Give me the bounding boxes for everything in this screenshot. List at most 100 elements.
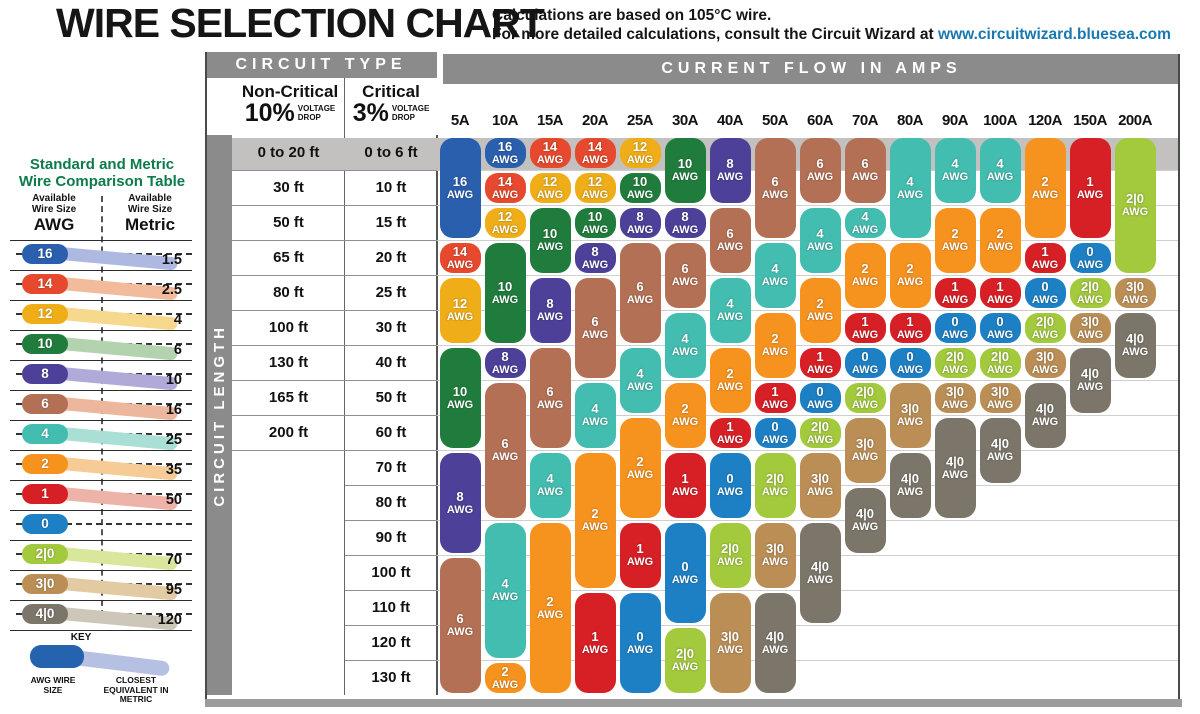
wire-pill-20A-2: 2 AWG — [574, 452, 616, 588]
amp-header-90A: 90A — [941, 112, 969, 129]
wire-pill-90A-3-0: 3|0 AWG — [934, 382, 976, 413]
pill-awg-unit: AWG — [671, 171, 699, 183]
metric-band — [49, 576, 179, 601]
pill-awg-unit: AWG — [941, 363, 969, 376]
pill-awg-unit: AWG — [1121, 346, 1149, 358]
amp-header-40A: 40A — [716, 112, 744, 129]
non-critical-voltage-drop: VOLTAGE DROP — [298, 104, 335, 122]
wire-pill-90A-1: 1 AWG — [934, 277, 976, 308]
wire-pill-25A-1: 1 AWG — [619, 522, 661, 588]
gridline-critical — [345, 240, 437, 241]
awg-size-pill: 4|0 — [22, 604, 68, 624]
pill-gauge-value: 8 — [636, 208, 644, 224]
pill-awg-unit: AWG — [581, 188, 609, 201]
metric-column-header: Available Wire Size Metric — [102, 193, 198, 234]
pill-gauge-value: 4|0 — [810, 558, 830, 574]
pill-gauge-value: 2|0 — [720, 541, 740, 556]
pill-awg-unit: AWG — [1031, 293, 1059, 306]
critical-percent: 3% — [352, 99, 389, 127]
wire-pill-90A-2-0: 2|0 AWG — [934, 347, 976, 378]
pill-gauge-value: 10 — [632, 173, 648, 189]
comparison-row-14: 2.5 14 — [10, 270, 192, 301]
amp-header-10A: 10A — [491, 112, 519, 129]
wire-pill-60A-1: 1 AWG — [799, 347, 841, 378]
awg-size-pill: 4 — [22, 424, 68, 444]
pill-gauge-value: 2|0 — [1125, 191, 1145, 206]
wire-pill-70A-1: 1 AWG — [844, 312, 886, 343]
metric-band — [49, 366, 179, 391]
wire-pill-5A-6: 6 AWG — [439, 557, 481, 693]
non-critical-percent: 10% — [244, 99, 295, 127]
pill-awg-unit: AWG — [1121, 293, 1149, 306]
wire-pill-80A-4-0: 4|0 AWG — [889, 452, 931, 518]
pill-gauge-value: 0 — [636, 628, 644, 644]
pill-awg-unit: AWG — [716, 486, 744, 498]
wire-pill-80A-4: 4 AWG — [889, 137, 931, 238]
pill-gauge-value: 4|0 — [900, 471, 920, 486]
metric-band — [49, 546, 179, 571]
pill-gauge-value: 4 — [996, 156, 1004, 171]
pill-awg-unit: AWG — [491, 451, 519, 463]
pill-awg-unit: AWG — [491, 363, 519, 376]
wire-pill-10A-14: 14 AWG — [484, 172, 526, 203]
wire-pill-70A-6: 6 AWG — [844, 137, 886, 203]
pill-awg-unit: AWG — [761, 276, 789, 288]
pill-gauge-value: 8 — [456, 488, 464, 504]
pill-gauge-value: 8 — [726, 156, 734, 171]
wire-pill-60A-2: 2 AWG — [799, 277, 841, 343]
wire-pill-90A-4: 4 AWG — [934, 137, 976, 203]
amp-header-20A: 20A — [581, 112, 609, 129]
pill-gauge-value: 0 — [816, 383, 824, 399]
wire-pill-30A-2: 2 AWG — [664, 382, 706, 448]
wire-pill-150A-4-0: 4|0 AWG — [1069, 347, 1111, 413]
pill-awg-unit: AWG — [896, 363, 924, 376]
wire-pill-70A-4: 4 AWG — [844, 207, 886, 238]
pill-awg-unit: AWG — [581, 416, 609, 428]
pill-awg-unit: AWG — [1121, 206, 1149, 218]
subtitle-line2-text: For more detailed calculations, consult … — [492, 26, 934, 43]
metric-band — [49, 426, 179, 451]
wire-pill-15A-10: 10 AWG — [529, 207, 571, 273]
wire-pill-90A-0: 0 AWG — [934, 312, 976, 343]
wire-grid: 5A 10A 15A 20A 25A 30A 40A 50A 60A 70A 80A 90A 100A 1… — [205, 52, 1182, 707]
pill-gauge-value: 4 — [951, 156, 959, 171]
pill-gauge-value: 3|0 — [855, 436, 875, 451]
pill-gauge-value: 14 — [587, 138, 603, 154]
pill-gauge-value: 8 — [546, 296, 554, 311]
pill-awg-unit: AWG — [851, 363, 879, 376]
awg-header-text: Available Wire Size — [31, 193, 77, 215]
pill-awg-unit: AWG — [806, 486, 834, 498]
pill-gauge-value: 0 — [1041, 278, 1049, 294]
amp-header-60A: 60A — [806, 112, 834, 129]
wire-pill-20A-6: 6 AWG — [574, 277, 616, 378]
length-critical-row2: 10 ft — [375, 179, 407, 196]
pill-gauge-value: 4 — [546, 471, 554, 486]
page-title: WIRE SELECTION CHART — [56, 0, 545, 46]
length-critical-row10: 70 ft — [375, 459, 407, 476]
wire-pill-100A-3-0: 3|0 AWG — [979, 382, 1021, 413]
pill-gauge-value: 4 — [501, 576, 509, 591]
pill-gauge-value: 6 — [681, 261, 689, 276]
awg-column-header: Available Wire Size AWG — [6, 193, 102, 234]
wire-pill-25A-4: 4 AWG — [619, 347, 661, 413]
pill-awg-unit: AWG — [986, 451, 1014, 463]
pill-awg-unit: AWG — [761, 398, 789, 411]
wire-comparison-sidebar: Standard and Metric Wire Comparison Tabl… — [6, 156, 198, 708]
pill-gauge-value: 1 — [771, 383, 779, 399]
wire-pill-70A-3-0: 3|0 AWG — [844, 417, 886, 483]
pill-gauge-value: 3|0 — [765, 541, 785, 556]
pill-gauge-value: 4|0 — [945, 453, 965, 469]
pill-awg-unit: AWG — [1076, 293, 1104, 306]
amp-header-50A: 50A — [761, 112, 789, 129]
pill-awg-unit: AWG — [986, 171, 1014, 183]
comparison-rows: 1.5 16 2.5 14 4 12 6 10 10 8 16 6 25 4 35 2 50 1 0 70 2|0 95 3… — [10, 240, 192, 631]
awg-size-pill: 12 — [22, 304, 68, 324]
wire-pill-15A-4: 4 AWG — [529, 452, 571, 518]
wire-pill-80A-3-0: 3|0 AWG — [889, 382, 931, 448]
pill-gauge-value: 2|0 — [990, 348, 1010, 364]
length-noncritical-row3: 50 ft — [273, 214, 304, 231]
circuit-wizard-link[interactable]: www.circuitwizard.bluesea.com — [938, 26, 1171, 43]
gridline-noncritical — [232, 380, 345, 381]
pill-awg-unit: AWG — [671, 276, 699, 288]
pill-awg-unit: AWG — [536, 188, 564, 201]
